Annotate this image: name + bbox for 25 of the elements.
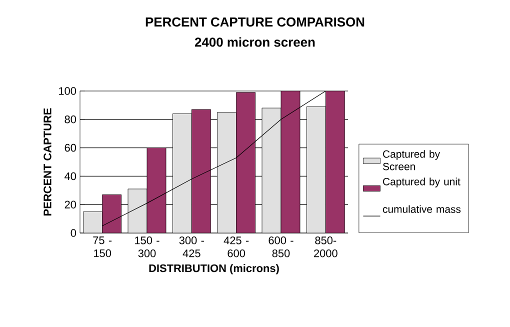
bar — [262, 108, 282, 233]
bar — [217, 112, 237, 233]
x-tick-label: 300 - 425 — [179, 236, 204, 258]
y-tick-label: 80 — [64, 116, 76, 124]
x-tick-label: 850-2000 — [314, 236, 338, 258]
bar — [83, 212, 103, 233]
y-tick-label: 100 — [59, 87, 76, 95]
y-tick-label: 0 — [70, 229, 76, 237]
chart-subtitle: 2400 micron screen — [194, 37, 315, 47]
x-tick-label: 150 - 300 — [135, 236, 160, 258]
chart-title: PERCENT CAPTURE COMPARISON — [146, 17, 364, 27]
bar — [172, 114, 192, 233]
legend-label: cumulative mass — [382, 205, 461, 213]
bar — [128, 188, 148, 233]
y-tick-label: 20 — [64, 200, 76, 208]
x-tick-label: 75 - 150 — [93, 236, 112, 258]
y-tick-label: 60 — [64, 144, 76, 152]
x-tick-label: 600 - 850 — [268, 236, 294, 258]
x-axis-title: DISTRIBUTION (microns) — [149, 264, 279, 274]
x-tick-label: 425 - 600 — [224, 236, 249, 258]
legend-label: Captured by Screen — [382, 150, 440, 170]
y-axis-title: PERCENT CAPTURE — [44, 108, 52, 216]
y-tick-label: 40 — [64, 172, 76, 180]
bar — [306, 106, 326, 233]
legend-label: Captured by unit — [383, 178, 460, 188]
